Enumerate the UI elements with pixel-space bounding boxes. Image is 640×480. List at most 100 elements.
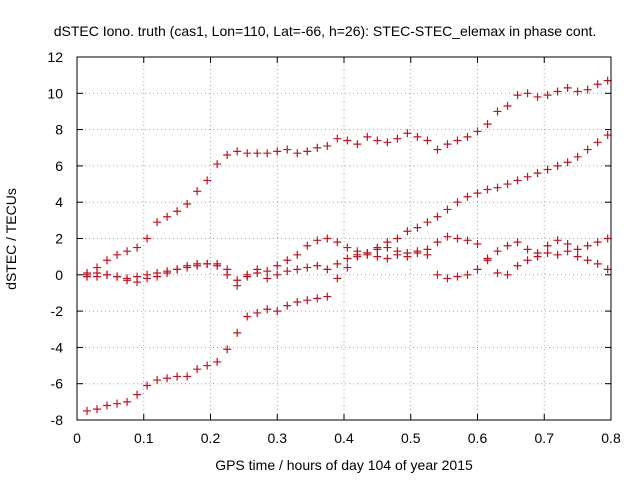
data-point-series-3 [133, 390, 142, 399]
data-point-series-3 [603, 265, 612, 274]
data-point-series-2 [483, 185, 492, 194]
data-point-series-2 [563, 158, 572, 167]
data-point-series-4 [173, 265, 182, 274]
data-point-series-3 [293, 298, 302, 307]
data-point-series-4 [583, 241, 592, 250]
data-point-series-1 [283, 145, 292, 154]
y-tick-label: 4 [55, 194, 63, 210]
data-point-series-1 [333, 134, 342, 143]
x-tick-label: 0.2 [201, 430, 221, 446]
x-tick-label: 0.3 [268, 430, 288, 446]
data-point-series-1 [483, 120, 492, 129]
data-point-series-4 [363, 250, 372, 259]
x-tick-label: 0.8 [601, 430, 621, 446]
data-point-series-1 [233, 147, 242, 156]
data-point-series-1 [523, 89, 532, 98]
data-point-series-3 [473, 239, 482, 248]
data-point-series-1 [433, 145, 442, 154]
data-point-series-3 [543, 249, 552, 258]
data-point-series-1 [403, 129, 412, 138]
data-point-series-4 [353, 247, 362, 256]
data-point-series-1 [533, 92, 542, 101]
data-point-series-1 [423, 136, 432, 145]
data-point-series-4 [493, 247, 502, 256]
data-point-series-2 [453, 198, 462, 207]
data-point-series-4 [413, 249, 422, 258]
data-point-series-1 [163, 212, 172, 221]
data-point-series-1 [243, 149, 252, 158]
data-point-series-4 [533, 249, 542, 258]
y-tick-label: 2 [55, 231, 63, 247]
data-point-series-4 [223, 270, 232, 279]
data-point-series-3 [303, 296, 312, 305]
data-point-series-3 [273, 307, 282, 316]
x-tick-label: 0.6 [468, 430, 488, 446]
data-point-series-1 [263, 149, 272, 158]
data-point-series-3 [283, 301, 292, 310]
data-point-series-3 [103, 401, 112, 410]
data-point-series-3 [443, 232, 452, 241]
data-point-series-1 [393, 134, 402, 143]
data-point-series-4 [113, 272, 122, 281]
data-point-series-2 [473, 189, 482, 198]
data-point-series-2 [543, 165, 552, 174]
data-point-series-3 [373, 245, 382, 254]
data-point-series-2 [293, 265, 302, 274]
data-point-series-3 [453, 234, 462, 243]
data-point-series-1 [133, 243, 142, 252]
y-tick-label: 12 [47, 49, 63, 65]
data-point-series-1 [373, 136, 382, 145]
data-point-series-2 [443, 205, 452, 214]
data-point-series-3 [433, 238, 442, 247]
data-point-series-3 [493, 268, 502, 277]
data-point-series-2 [413, 223, 422, 232]
data-point-series-2 [313, 261, 322, 270]
data-point-series-4 [563, 239, 572, 248]
data-point-series-3 [323, 292, 332, 301]
data-point-series-4 [453, 272, 462, 281]
data-point-series-3 [183, 372, 192, 381]
y-tick-label: 6 [55, 158, 63, 174]
chart-title: dSTEC Iono. truth (cas1, Lon=110, Lat=-6… [54, 23, 597, 39]
data-point-series-3 [553, 250, 562, 259]
y-tick-label: -2 [51, 303, 64, 319]
y-axis-label: dSTEC / TECUs [3, 188, 19, 290]
data-point-series-4 [483, 256, 492, 265]
data-point-series-4 [243, 270, 252, 279]
data-point-series-1 [383, 138, 392, 147]
data-point-series-1 [503, 102, 512, 111]
data-point-series-4 [473, 265, 482, 274]
data-point-series-2 [603, 131, 612, 140]
data-point-series-3 [253, 308, 262, 317]
data-point-series-4 [553, 236, 562, 245]
data-point-series-2 [343, 254, 352, 263]
data-point-series-1 [413, 132, 422, 141]
data-point-series-3 [503, 270, 512, 279]
data-point-series-4 [153, 272, 162, 281]
data-point-series-3 [343, 263, 352, 272]
data-point-series-2 [513, 176, 522, 185]
data-point-series-1 [303, 147, 312, 156]
data-point-series-3 [123, 397, 132, 406]
data-point-series-3 [173, 372, 182, 381]
data-point-series-3 [223, 345, 232, 354]
data-point-series-4 [463, 270, 472, 279]
data-point-series-1 [203, 176, 212, 185]
data-point-series-1 [113, 250, 122, 259]
data-point-series-1 [353, 140, 362, 149]
data-point-series-1 [153, 218, 162, 227]
data-point-series-2 [593, 138, 602, 147]
data-point-series-3 [513, 261, 522, 270]
data-point-series-4 [253, 265, 262, 274]
data-point-series-3 [563, 247, 572, 256]
data-point-series-3 [203, 361, 212, 370]
data-point-series-3 [233, 328, 242, 337]
data-point-series-3 [333, 274, 342, 283]
ticks: 0 0.1 0.2 0.3 0.4 0.5 0.6 0.7 0.8 -8 -6 -4 -2 0 2 4 6 8 10… [47, 49, 621, 446]
data-point-series-1 [103, 256, 112, 265]
data-point-series-3 [163, 374, 172, 383]
data-point-series-1 [343, 136, 352, 145]
data-point-series-2 [583, 145, 592, 154]
data-point-series-1 [573, 87, 582, 96]
